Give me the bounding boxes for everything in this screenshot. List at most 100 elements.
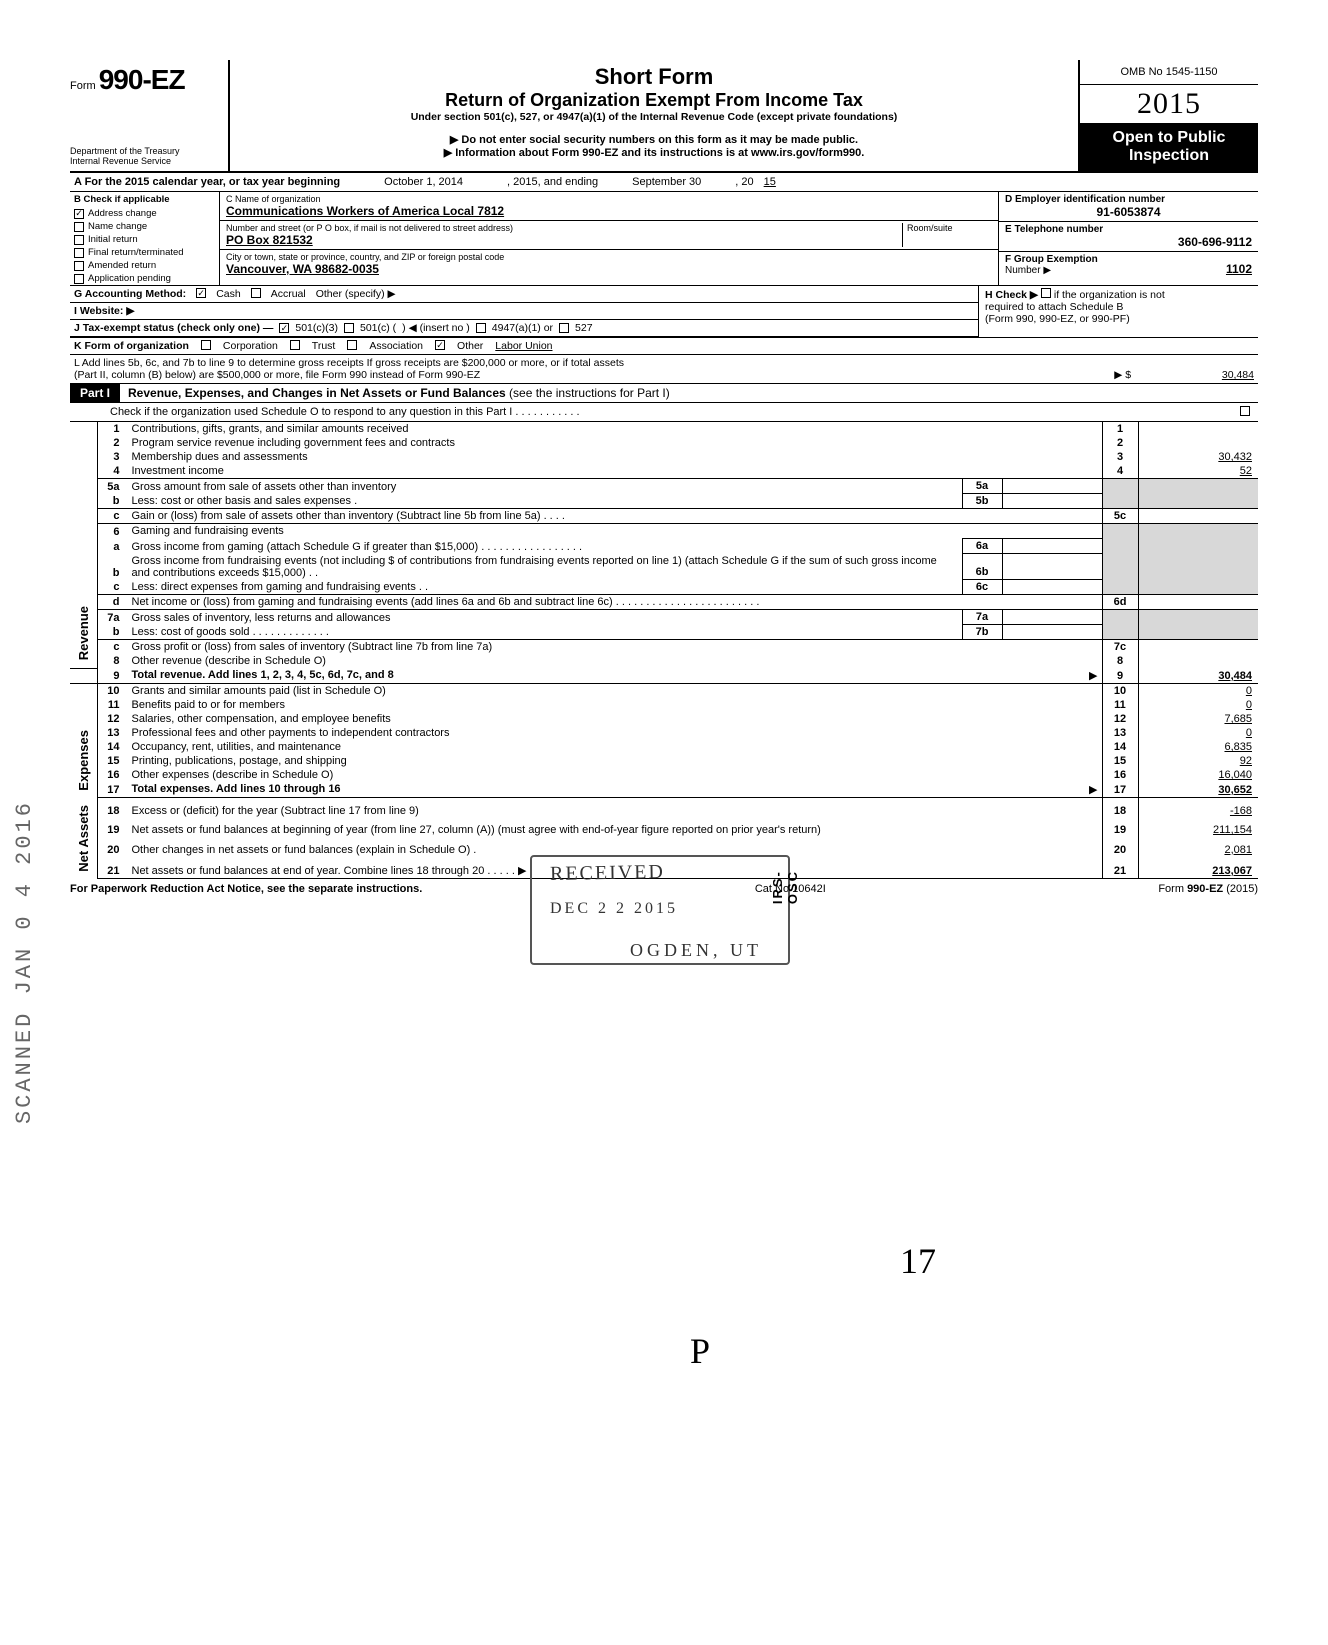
ln14-desc: Occupancy, rent, utilities, and maintena… [128,740,1103,754]
website-label: I Website: ▶ [74,305,134,317]
addr-value: PO Box 821532 [226,233,902,247]
chk-527[interactable] [559,323,569,333]
ln19-val: 211,154 [1138,818,1258,837]
ln10-cn: 10 [1102,684,1138,699]
ln20-cn: 20 [1102,837,1138,856]
l-arrow: ▶ $ [1114,369,1131,381]
chk-assoc[interactable] [347,340,357,350]
ln10-desc: Grants and similar amounts paid (list in… [128,684,1103,699]
row-a-end-month: September 30 [602,173,731,191]
row-a-label: A For the 2015 calendar year, or tax yea… [70,173,344,191]
ln18-cn: 18 [1102,798,1138,818]
ln9-val: 30,484 [1138,668,1258,684]
org-name: Communications Workers of America Local … [226,204,992,218]
ln6d-cn: 6d [1102,595,1138,610]
lbl-pending: Application pending [88,273,171,284]
stamp-date: DEC 2 2 2015 [550,900,678,918]
ln6-num: 6 [98,524,128,539]
ln6b-num: b [98,554,128,580]
ssn-note: ▶ Do not enter social security numbers o… [238,133,1070,146]
ln10-val: 0 [1138,684,1258,699]
ln17-arrow: ▶ [1089,783,1097,796]
section-bcd: B Check if applicable ✓Address change Na… [70,192,1258,286]
ln18-num: 18 [98,798,128,818]
omb-number: OMB No 1545-1150 [1080,60,1258,85]
ln21-val: 213,067 [1138,857,1258,879]
chk-schedule-o[interactable] [1240,406,1250,416]
ln14-val: 6,835 [1138,740,1258,754]
l-line1: L Add lines 5b, 6c, and 7b to line 9 to … [74,357,1254,369]
k-label: K Form of organization [74,340,189,352]
row-a-begin: October 1, 2014 [344,173,503,191]
chk-4947[interactable] [476,323,486,333]
group-ex-value: 1102 [1226,262,1252,276]
row-a-end-year: 15 [758,173,782,191]
g-label: G Accounting Method: [74,288,186,300]
ln17-desc: Total expenses. Add lines 10 through 16 [132,783,341,795]
lbl-527: 527 [575,322,593,334]
lbl-address-change: Address change [88,208,157,219]
ln2-num: 2 [98,436,128,450]
ln7a-num: 7a [98,610,128,625]
chk-corp[interactable] [201,340,211,350]
handwritten-p: P [690,1330,710,1372]
ln13-num: 13 [98,726,128,740]
ln2-val [1138,436,1258,450]
footer-left: For Paperwork Reduction Act Notice, see … [70,883,422,895]
received-stamp: RECEIVED [550,861,665,886]
ln11-cn: 11 [1102,698,1138,712]
ln15-cn: 15 [1102,754,1138,768]
other-org-value: Labor Union [495,340,552,352]
ln18-desc: Excess or (deficit) for the year (Subtra… [128,798,1103,818]
chk-pending[interactable] [74,274,84,284]
chk-trust[interactable] [290,340,300,350]
chk-name-change[interactable] [74,222,84,232]
title-short-form: Short Form [238,64,1070,90]
ln5c-cn: 5c [1102,509,1138,524]
part1-title: Revenue, Expenses, and Changes in Net As… [128,386,506,400]
ln19-desc: Net assets or fund balances at beginning… [128,818,1103,837]
ln6a-num: a [98,539,128,554]
ln7c-cn: 7c [1102,640,1138,655]
group-ex-label2: Number ▶ [1005,265,1051,276]
ln21-num: 21 [98,857,128,879]
ln16-desc: Other expenses (describe in Schedule O) [128,768,1103,782]
form-header: Form 990-EZ Department of the Treasury I… [70,60,1258,173]
lbl-501c: 501(c) ( [360,322,396,334]
city-label: City or town, state or province, country… [226,252,992,262]
ln7c-desc: Gross profit or (loss) from sales of inv… [128,640,1103,655]
ln19-num: 19 [98,818,128,837]
chk-h[interactable] [1041,288,1051,298]
ln7b-num: b [98,625,128,640]
chk-501c3[interactable]: ✓ [279,323,289,333]
h-text1: if the organization is not [1054,289,1165,301]
ln17-val: 30,652 [1138,782,1258,798]
ln8-cn: 8 [1102,654,1138,668]
ln19-cn: 19 [1102,818,1138,837]
chk-other-org[interactable]: ✓ [435,340,445,350]
chk-final-return[interactable] [74,248,84,258]
l-gross-receipts: 30,484 [1134,369,1254,381]
chk-initial-return[interactable] [74,235,84,245]
lbl-cash: Cash [216,288,241,300]
room-label: Room/suite [907,223,992,233]
ein-label: D Employer identification number [1005,194,1165,205]
ln1-val [1138,422,1258,436]
chk-accrual[interactable] [251,288,261,298]
chk-address-change[interactable]: ✓ [74,209,84,219]
ln1-num: 1 [98,422,128,436]
ln3-val: 30,432 [1138,450,1258,464]
phone-label: E Telephone number [1005,224,1103,235]
ln16-cn: 16 [1102,768,1138,782]
ln20-num: 20 [98,837,128,856]
chk-cash[interactable]: ✓ [196,288,206,298]
ein-value: 91-6053874 [1005,205,1252,219]
ln7a-mn: 7a [962,610,1002,625]
lbl-501c3: 501(c)(3) [295,322,338,334]
ln12-cn: 12 [1102,712,1138,726]
lbl-final-return: Final return/terminated [88,247,184,258]
lbl-other-method: Other (specify) ▶ [316,288,396,300]
chk-501c[interactable] [344,323,354,333]
handwritten-17: 17 [900,1240,936,1282]
chk-amended[interactable] [74,261,84,271]
